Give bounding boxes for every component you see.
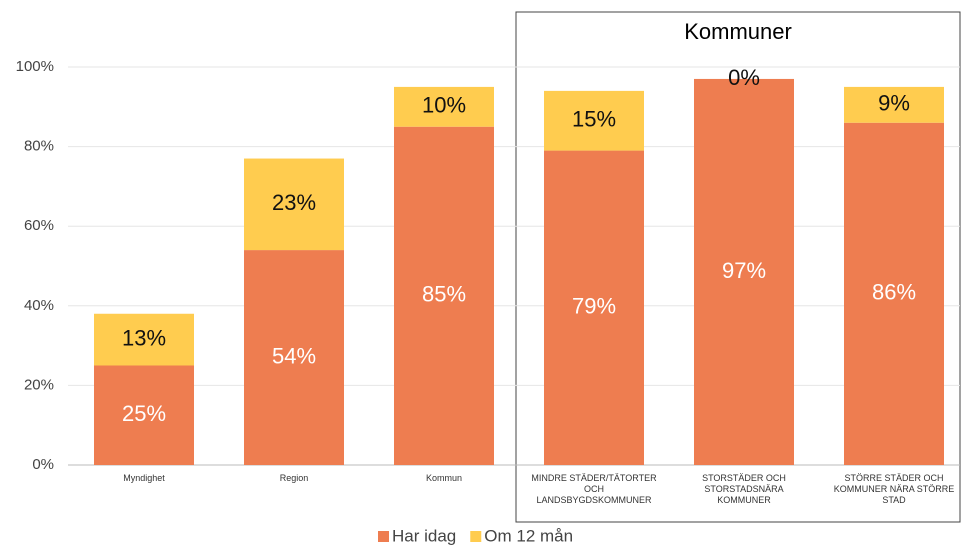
legend-label: Om 12 mån xyxy=(484,526,573,545)
bar-segment xyxy=(94,313,194,366)
bar-segment xyxy=(544,90,644,151)
group-label: Kommuner xyxy=(684,19,792,44)
bar-segment xyxy=(844,86,944,123)
data-label: 23% xyxy=(272,190,316,215)
data-label: 9% xyxy=(878,91,910,116)
bar-segment xyxy=(94,365,194,465)
bar-segment xyxy=(694,78,794,465)
data-label: 15% xyxy=(572,107,616,132)
legend-label: Har idag xyxy=(392,526,456,545)
bar-segment xyxy=(844,122,944,465)
x-tick-label: STÖRRE STÄDER OCH KOMMUNER NÄRA STÖRRE S… xyxy=(833,473,955,505)
y-tick-label: 60% xyxy=(24,217,54,234)
bar-segment xyxy=(244,158,344,251)
data-label: 54% xyxy=(272,343,316,368)
bar-segment xyxy=(244,250,344,465)
data-label: 97% xyxy=(722,258,766,283)
bar-segment xyxy=(394,126,494,465)
data-label: 0% xyxy=(728,65,760,90)
y-tick-label: 40% xyxy=(24,297,54,314)
data-label: 25% xyxy=(122,401,166,426)
data-label: 85% xyxy=(422,282,466,307)
data-label: 86% xyxy=(872,280,916,305)
data-label: 79% xyxy=(572,294,616,319)
y-tick-label: 20% xyxy=(24,376,54,393)
bar-segment xyxy=(544,150,644,465)
data-label: 10% xyxy=(422,93,466,118)
legend-swatch xyxy=(378,531,389,542)
y-tick-label: 80% xyxy=(24,138,54,155)
group-box xyxy=(515,11,961,523)
legend-swatch xyxy=(470,531,482,542)
x-tick-label: Kommun xyxy=(425,473,462,483)
data-label: 13% xyxy=(122,325,166,350)
x-tick-label: MINDRE STÄDER/TÄTORTER OCH LANDSBYGDSKOM… xyxy=(531,473,657,505)
y-tick-label: 100% xyxy=(16,58,54,75)
x-tick-label: Region xyxy=(279,473,309,483)
bar-segment xyxy=(394,86,494,127)
y-tick-label: 0% xyxy=(32,456,54,473)
x-tick-label: STORSTÄDER OCH STORSTADSNÄRA KOMMUNER xyxy=(702,473,786,505)
x-tick-label: Myndighet xyxy=(123,473,165,483)
